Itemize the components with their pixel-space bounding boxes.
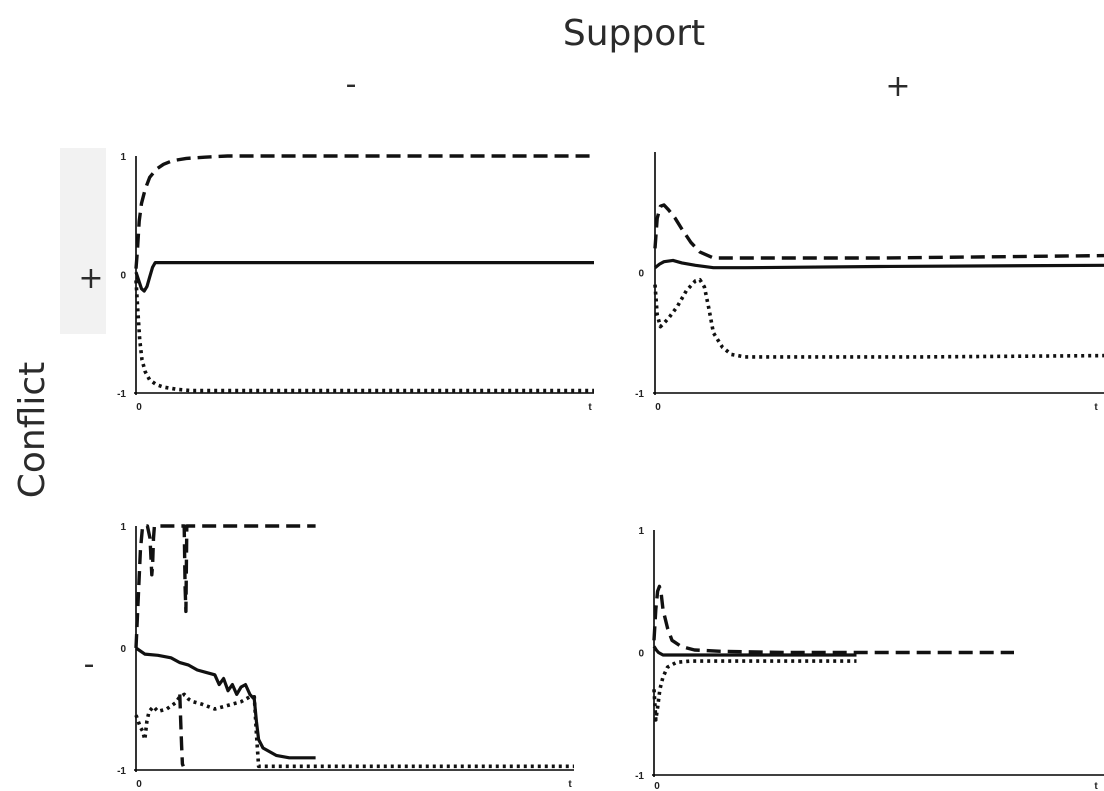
x-tick-label: t: [1094, 402, 1098, 413]
row-header-conflict: Conflict: [12, 362, 53, 499]
column-label-minus: -: [346, 67, 357, 102]
x-tick-label: 0: [655, 402, 661, 413]
row-label-minus: -: [84, 647, 95, 682]
series-dashed-line: [653, 203, 1104, 260]
panel-support-minus-conflict-plus: 1 0 -1 0 t: [117, 152, 594, 413]
row-label-background: [60, 148, 106, 334]
series-dashed-line: [134, 154, 594, 269]
series-solid-line: [134, 261, 594, 293]
series-dotted-line: [134, 692, 574, 769]
y-tick-label: -1: [117, 766, 126, 777]
y-tick-label: 0: [120, 271, 126, 282]
series-dotted-line: [134, 280, 594, 393]
panel-support-plus-conflict-minus: 1 0 -1 0 t: [635, 526, 1104, 791]
y-tick-label: 0: [120, 644, 126, 655]
x-tick-label: 0: [136, 402, 142, 413]
series-dotted-line: [652, 659, 857, 722]
y-tick-label: -1: [117, 389, 126, 400]
y-tick-label: 1: [638, 526, 644, 537]
panel-support-plus-conflict-plus: 0 -1 0 t: [635, 152, 1104, 413]
y-tick-label: 1: [120, 152, 126, 163]
y-tick-label: -1: [635, 771, 644, 782]
x-tick-label: 0: [136, 779, 142, 790]
y-tick-label: 0: [638, 649, 644, 660]
x-tick-label: t: [568, 779, 572, 790]
x-tick-label: 0: [654, 781, 660, 791]
y-tick-label: -1: [635, 389, 644, 400]
x-tick-label: t: [588, 402, 592, 413]
series-solid-line: [135, 646, 316, 760]
series-dotted-line: [653, 277, 1104, 359]
chart-panels: 1 0 -1 0 t 0 -1 0 t 1 0 -1 0 t 1 0 -1 0 t: [117, 152, 1104, 791]
series-dashed-line: [134, 524, 316, 649]
row-label-plus: +: [78, 261, 103, 296]
panel-support-minus-conflict-minus: 1 0 -1 0 t: [117, 522, 574, 790]
y-tick-label: 0: [638, 269, 644, 280]
column-header-support: Support: [563, 13, 705, 54]
y-tick-label: 1: [120, 522, 126, 533]
series-solid-line: [652, 645, 857, 657]
series-dashed-line: [652, 584, 1014, 655]
column-label-plus: +: [885, 69, 910, 104]
series-dashed-line: [178, 694, 185, 767]
series-solid-line: [654, 258, 1104, 270]
x-tick-label: t: [1094, 781, 1098, 791]
